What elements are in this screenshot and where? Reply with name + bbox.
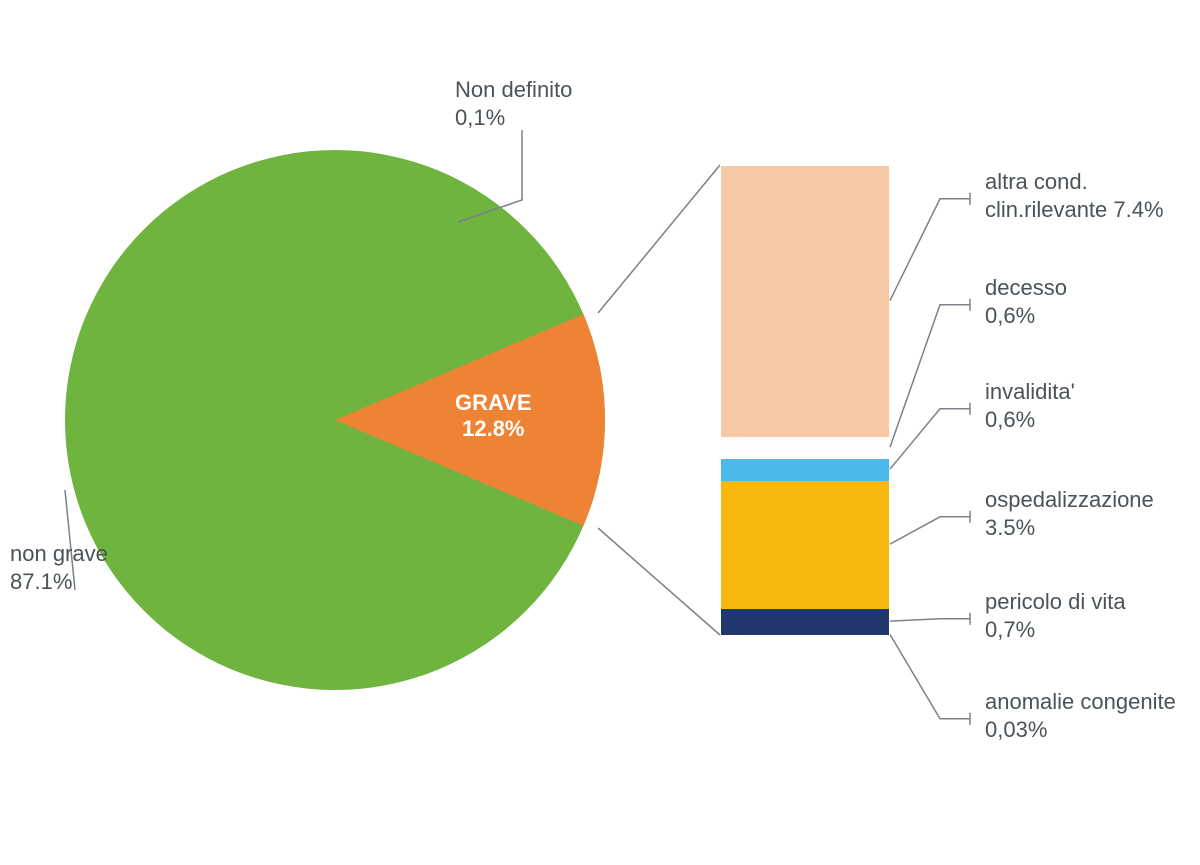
stack-leader-ospedalizzazione [890,517,970,544]
stack-label-anomalie_congenite-l2: 0,03% [985,716,1176,744]
stack-label-pericolo_di_vita: pericolo di vita0,7% [985,588,1126,643]
stack-label-decesso-l2: 0,6% [985,302,1067,330]
stack-leader-decesso [890,305,970,447]
stack-label-decesso-l1: decesso [985,274,1067,302]
stack-label-anomalie_congenite-l1: anomalie congenite [985,688,1176,716]
stack-label-pericolo_di_vita-l2: 0,7% [985,616,1126,644]
stack-label-altra_cond-l2: clin.rilevante 7.4% [985,196,1164,224]
stack-label-decesso: decesso0,6% [985,274,1067,329]
stack-leader-pericolo_di_vita [890,619,970,621]
stack-label-pericolo_di_vita-l1: pericolo di vita [985,588,1126,616]
stack-leader-anomalie_congenite [890,634,970,718]
stack-label-ospedalizzazione-l2: 3.5% [985,514,1154,542]
stack-label-invalidita: invalidita'0,6% [985,378,1075,433]
stack-label-altra_cond-l1: altra cond. [985,168,1164,196]
stack-label-invalidita-l1: invalidita' [985,378,1075,406]
stack-leader-invalidita [890,409,970,469]
stack-label-altra_cond: altra cond.clin.rilevante 7.4% [985,168,1164,223]
stack-label-anomalie_congenite: anomalie congenite0,03% [985,688,1176,743]
stack-label-ospedalizzazione-l1: ospedalizzazione [985,486,1154,514]
stack-leader-altra_cond [890,199,970,301]
stack-label-invalidita-l2: 0,6% [985,406,1075,434]
stack-label-ospedalizzazione: ospedalizzazione3.5% [985,486,1154,541]
